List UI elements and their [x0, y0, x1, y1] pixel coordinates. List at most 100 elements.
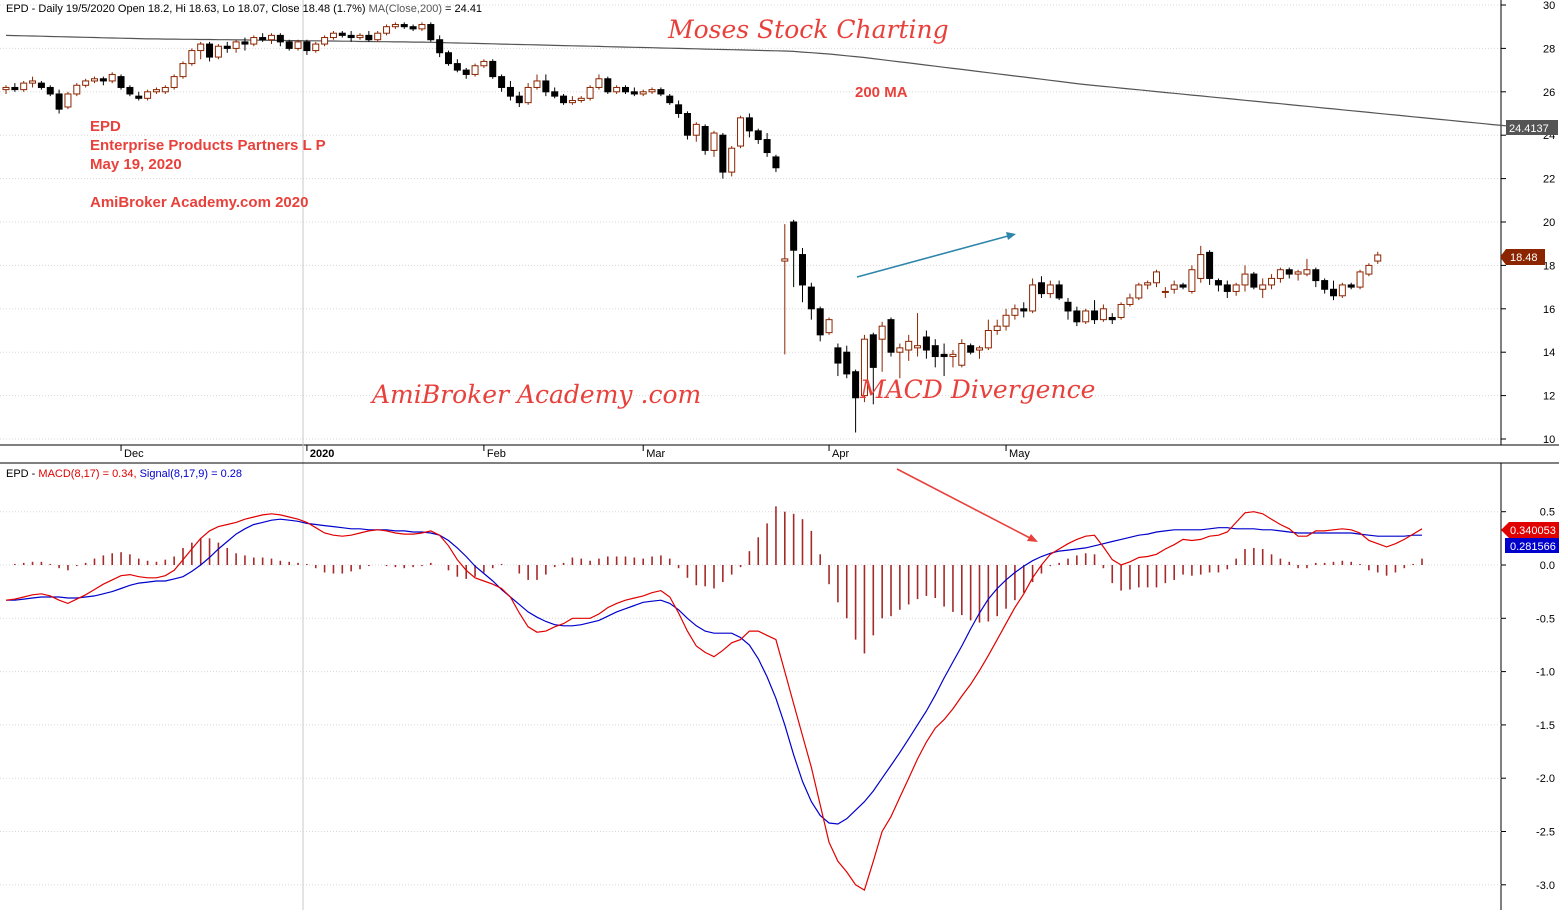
candle-body	[11, 86, 19, 91]
watermark-text: AmiBroker Academy .com	[370, 380, 701, 409]
candle-body	[303, 41, 311, 52]
candle-body	[206, 43, 214, 58]
candle-body	[214, 45, 222, 58]
candle-body	[506, 86, 514, 97]
price-gridlines	[0, 4, 1501, 440]
info-site: AmiBroker Academy.com 2020	[90, 194, 308, 211]
candle-body	[595, 78, 603, 88]
macd-y-tick-label: 0.0	[1540, 560, 1555, 572]
candle-body	[905, 340, 913, 351]
candle-body	[480, 60, 488, 67]
svg-text:24.4137: 24.4137	[1509, 123, 1549, 135]
candle-body	[37, 82, 45, 88]
candle-body	[356, 34, 364, 39]
x-axis-label: 2020	[310, 448, 334, 460]
price-y-tick-label: 12	[1543, 391, 1555, 403]
candle-body	[1153, 271, 1160, 284]
candlesticks	[2, 22, 1382, 433]
macd-y-tick-label: 0.5	[1540, 507, 1555, 519]
candle-body	[754, 130, 762, 141]
candle-body	[268, 34, 275, 41]
x-axis-label: Dec	[124, 448, 144, 460]
candle-body	[896, 347, 904, 353]
candle-body	[1029, 284, 1037, 312]
candle-body	[1037, 282, 1045, 295]
price-y-tick-label: 30	[1543, 0, 1555, 12]
candle-body	[188, 50, 196, 65]
candle-body	[73, 84, 81, 95]
candle-body	[1338, 284, 1346, 297]
candle-body	[807, 286, 815, 310]
candle-body	[46, 86, 54, 95]
candle-body	[914, 345, 922, 349]
candle-body	[860, 338, 868, 397]
candle-body	[232, 41, 240, 49]
candle-body	[1303, 269, 1311, 275]
candle-body	[1020, 308, 1028, 312]
candle-body	[719, 134, 727, 173]
candle-body	[462, 69, 470, 75]
candle-body	[445, 52, 452, 65]
candle-body	[409, 26, 417, 30]
candle-body	[666, 95, 674, 104]
price-y-tick-label: 22	[1543, 174, 1555, 186]
info-block: EPD Enterprise Products Partners L P May…	[90, 118, 326, 211]
candle-body	[1232, 284, 1240, 292]
candle-body	[197, 43, 205, 52]
candle-body	[533, 80, 541, 88]
candle-body	[1374, 254, 1382, 262]
candle-body	[161, 86, 169, 93]
info-symbol: EPD	[90, 118, 121, 135]
price-y-tick-label: 10	[1543, 434, 1555, 446]
candle-body	[993, 325, 1001, 332]
candle-body	[657, 89, 665, 95]
ma-value-badge: 24.4137	[1506, 120, 1558, 135]
candle-body	[1135, 284, 1143, 299]
candle-body	[64, 93, 72, 108]
candle-body	[1276, 269, 1284, 279]
ma-200-path	[5, 34, 1511, 127]
macd-gridlines	[0, 511, 1501, 886]
candle-body	[1321, 280, 1329, 290]
price-trend-arrow	[856, 232, 1016, 278]
svg-text:0.281566: 0.281566	[1510, 541, 1556, 553]
info-date: May 19, 2020	[90, 156, 182, 173]
candle-body	[1099, 308, 1107, 321]
signal-value-badge: 0.281566	[1505, 538, 1559, 553]
candle-body	[772, 156, 780, 169]
candle-body	[329, 32, 337, 39]
candle-body	[498, 76, 506, 88]
candle-body	[799, 254, 806, 286]
candle-body	[126, 86, 134, 95]
candle-body	[1002, 314, 1010, 327]
macd-y-tick-label: -1.5	[1536, 720, 1555, 732]
candle-body	[825, 319, 833, 334]
candle-body	[922, 336, 930, 351]
candle-body	[834, 347, 842, 364]
price-y-tick-label: 18	[1543, 260, 1555, 272]
candle-body	[1064, 301, 1072, 312]
candle-body	[763, 139, 771, 154]
candle-body	[1214, 280, 1222, 286]
candle-body	[1250, 273, 1258, 288]
candle-body	[967, 345, 975, 353]
ma-200-line	[5, 34, 1511, 127]
candle-body	[276, 34, 284, 43]
macd-trend-arrow	[896, 468, 1038, 542]
candle-body	[338, 32, 346, 36]
candle-body	[427, 24, 435, 41]
candle-body	[1188, 269, 1196, 292]
candle-body	[400, 24, 408, 28]
candle-body	[1011, 308, 1019, 316]
price-y-tick-label: 26	[1543, 87, 1555, 99]
x-axis-labels: Dec 2020 Feb Mar Apr May	[120, 445, 1030, 460]
price-y-tick-label: 14	[1543, 347, 1555, 359]
candle-body	[223, 45, 231, 49]
candle-body	[586, 86, 594, 99]
macd-y-tick-label: -0.5	[1536, 613, 1555, 625]
divergence-annotation: MACD Divergence	[859, 375, 1095, 404]
candle-body	[568, 99, 576, 104]
candle-body	[648, 89, 656, 93]
